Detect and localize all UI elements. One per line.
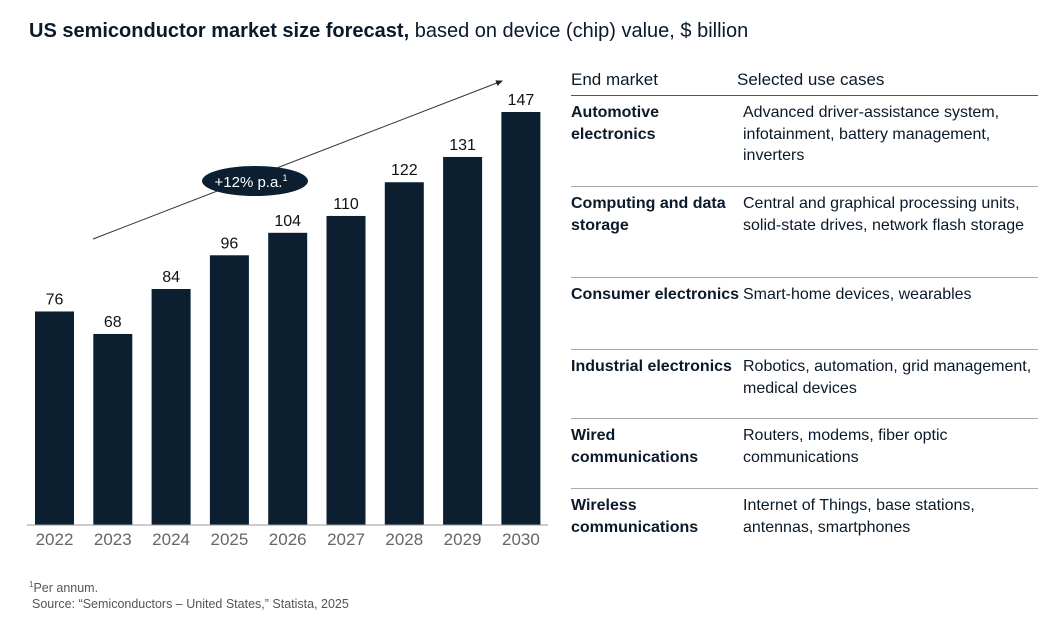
table-row: Wireless communications Internet of Thing… (571, 489, 1038, 548)
end-market: Industrial electronics (571, 358, 732, 375)
bar-2024 (151, 289, 191, 525)
bar-2022 (35, 311, 74, 525)
bar-2025 (209, 255, 249, 526)
end-market: Wireless communications (571, 497, 699, 536)
x-tick-label: 2027 (327, 530, 365, 549)
x-tick-label: 2026 (269, 530, 307, 549)
end-market-table: End market Selected use cases Automotive… (571, 70, 1038, 548)
table-header: End market Selected use cases (571, 70, 1038, 96)
x-tick-label: 2028 (385, 530, 423, 549)
x-tick-label: 2025 (210, 530, 248, 549)
end-market: Automotive electronics (571, 104, 659, 143)
end-market: Computing and data storage (571, 195, 726, 234)
data-label: 68 (104, 314, 122, 331)
use-cases: Central and graphical processing units, … (743, 195, 1025, 234)
table-row: Automotive electronics Advanced driver-as… (571, 96, 1038, 187)
data-label: 147 (508, 92, 535, 109)
chart-title: US semiconductor market size forecast, b… (29, 20, 749, 42)
bar-2027 (326, 215, 366, 525)
header-end-market: End market (571, 70, 658, 89)
header-use-cases: Selected use cases (737, 70, 885, 89)
use-cases: Routers, modems, fiber optic communicati… (743, 427, 948, 466)
growth-badge (202, 166, 308, 196)
use-cases: Smart-home devices, wearables (743, 286, 972, 303)
use-cases: Advanced driver-assistance system, infot… (743, 104, 1000, 164)
footnote: 1Per annum. (29, 580, 99, 596)
end-market: Consumer electronics (571, 286, 740, 303)
table-row: Computing and data storage Central and gr… (571, 187, 1038, 278)
data-label: 131 (449, 137, 476, 154)
table-row: Wired communications Routers, modems, fib… (571, 419, 1038, 489)
data-label: 110 (333, 196, 359, 213)
x-tick-label: 2029 (444, 530, 482, 549)
data-label: 122 (391, 162, 418, 179)
data-label: 104 (274, 213, 301, 230)
data-label: 96 (221, 235, 239, 252)
x-tick-label: 2030 (502, 530, 540, 549)
use-cases: Internet of Things, base stations, anten… (743, 497, 975, 536)
x-tick-label: 2022 (36, 530, 74, 549)
bar-2030 (501, 112, 541, 525)
data-label: 76 (46, 291, 64, 308)
growth-label: +12% p.a.1 (215, 173, 288, 191)
source: Source: “Semiconductors – United States,… (32, 597, 349, 611)
trend-arrow (92, 80, 503, 240)
data-label: 84 (162, 269, 180, 286)
bar-2026 (268, 232, 308, 526)
bar-2028 (384, 182, 424, 525)
end-market: Wired communications (571, 427, 699, 466)
use-cases: Robotics, automation, grid management, m… (743, 358, 1032, 397)
bar-chart: 76 2022 68 2023 84 2024 96 2025 104 2026 110 2027 12… (27, 80, 548, 549)
table-row: Consumer electronics Smart-home devices, … (571, 278, 1038, 350)
x-tick-label: 2024 (152, 530, 190, 549)
x-tick-label: 2023 (94, 530, 132, 549)
bar-2023 (93, 333, 133, 525)
bar-2029 (443, 156, 483, 525)
table-row: Industrial electronics Robotics, automati… (571, 350, 1038, 419)
